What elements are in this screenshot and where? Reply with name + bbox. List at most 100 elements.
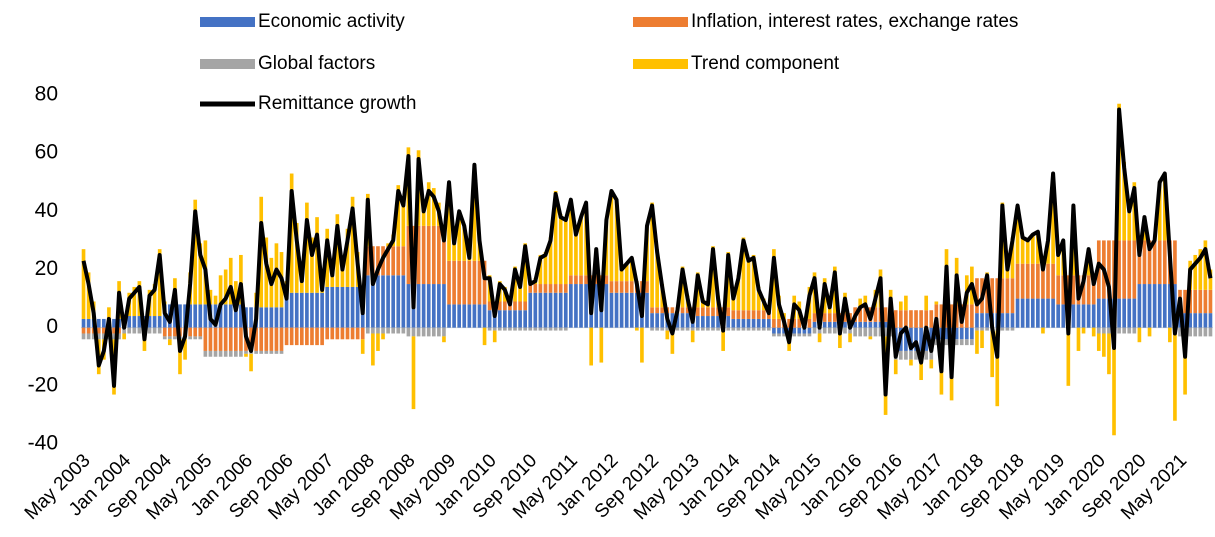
bar-segment — [756, 327, 761, 331]
bar-segment — [980, 330, 984, 349]
bar-segment — [198, 243, 203, 305]
bar-segment — [898, 310, 903, 328]
bar-segment — [650, 313, 654, 328]
bar-segment — [843, 313, 847, 322]
bar-segment — [1091, 275, 1096, 305]
bar-segment — [203, 327, 208, 351]
bar-segment — [233, 350, 238, 357]
bar-segment — [1086, 275, 1091, 305]
bar-segment — [909, 350, 913, 360]
bar-segment — [680, 307, 685, 314]
bar-segment — [1132, 327, 1137, 334]
bar-segment — [1198, 327, 1203, 337]
bar-segment — [228, 304, 233, 328]
bar-segment — [188, 336, 192, 340]
bar-segment — [970, 327, 974, 340]
bar-segment — [812, 327, 817, 334]
bar-segment — [878, 327, 883, 337]
bar-segment — [1132, 298, 1137, 328]
bar-segment — [254, 350, 258, 354]
bar-segment — [944, 327, 949, 340]
bar-segment — [772, 333, 776, 337]
bar-segment — [406, 327, 411, 337]
bar-segment — [1076, 327, 1081, 351]
bar-segment — [777, 333, 781, 337]
bar-segment — [513, 310, 517, 328]
bar-segment — [751, 327, 756, 331]
bar-segment — [421, 225, 426, 285]
bar-segment — [1157, 240, 1162, 285]
bar-segment — [731, 295, 736, 311]
bar-segment — [264, 237, 269, 308]
bar-segment — [193, 304, 198, 328]
bar-segment — [919, 310, 923, 328]
bar-segment — [944, 339, 949, 346]
bar-segment — [756, 310, 761, 319]
bar-segment — [457, 260, 462, 305]
bar-segment — [239, 327, 243, 351]
bar-segment — [269, 327, 274, 351]
bar-segment — [371, 333, 375, 366]
bar-segment — [797, 333, 802, 337]
bar-segment — [736, 310, 741, 319]
bar-segment — [614, 199, 619, 282]
bar-segment — [264, 327, 269, 351]
bar-segment — [117, 327, 121, 334]
bar-segment — [198, 304, 203, 328]
bar-segment — [1005, 266, 1010, 279]
bar-segment — [726, 307, 731, 317]
bar-segment — [1122, 327, 1126, 334]
bar-segment — [934, 304, 939, 328]
bar-segment — [731, 310, 736, 319]
bar-segment — [244, 350, 248, 354]
bar-segment — [365, 327, 370, 334]
bar-segment — [650, 307, 654, 314]
bar-segment — [1071, 275, 1076, 305]
bar-segment — [772, 249, 776, 319]
bar-segment — [523, 301, 527, 311]
bar-segment — [690, 330, 695, 343]
bar-segment — [629, 257, 634, 282]
bar-segment — [543, 284, 548, 293]
bar-segment — [858, 298, 863, 308]
bar-segment — [868, 336, 873, 340]
bar-segment — [1137, 240, 1142, 285]
bar-segment — [898, 350, 903, 360]
bar-segment — [173, 336, 177, 340]
bar-segment — [569, 199, 573, 276]
bar-segment — [457, 304, 462, 328]
bar-segment — [538, 284, 543, 293]
bar-segment — [391, 275, 396, 328]
bar-segment — [954, 304, 959, 328]
bar-segment — [843, 327, 847, 334]
bar-segment — [132, 316, 137, 328]
bar-segment — [173, 304, 177, 328]
bar-segment — [365, 275, 370, 328]
bar-segment — [284, 292, 289, 328]
bar-segment — [975, 313, 979, 328]
bar-segment — [442, 225, 446, 285]
bar-segment — [467, 304, 472, 328]
bar-segment — [1010, 237, 1015, 279]
bar-segment — [381, 275, 385, 328]
bar-segment — [96, 318, 101, 328]
bar-segment — [1137, 327, 1142, 343]
bar-segment — [1208, 327, 1213, 337]
bar-segment — [279, 327, 284, 351]
bar-segment — [858, 307, 863, 322]
bar-segment — [731, 318, 736, 328]
bar-segment — [391, 327, 396, 334]
bar-segment — [599, 327, 604, 363]
line — [81, 107, 1213, 397]
bar-segment — [1081, 304, 1086, 328]
bar-segment — [1198, 313, 1203, 328]
bar-segment — [817, 333, 822, 343]
bar-segment — [858, 327, 863, 337]
bar-segment — [218, 327, 223, 351]
bar-segment — [208, 327, 213, 351]
bar-segment — [1162, 284, 1167, 328]
bar-segment — [193, 327, 198, 337]
bar-segment — [518, 310, 522, 328]
bar-segment — [990, 278, 995, 314]
bar-segment — [228, 327, 233, 351]
